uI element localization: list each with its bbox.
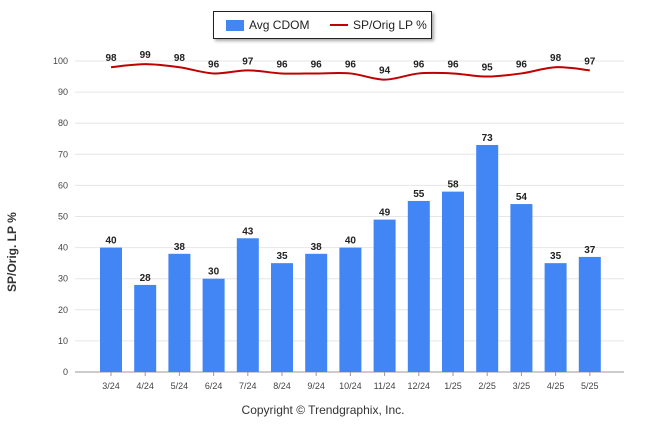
y-tick-label: 60: [58, 180, 68, 190]
bar: [168, 253, 191, 372]
line-data-label: 98: [105, 53, 117, 64]
x-tick-label: 1/25: [444, 381, 462, 391]
y-tick-label: 0: [63, 367, 68, 377]
y-tick-label: 70: [58, 149, 68, 159]
bar: [100, 247, 122, 372]
bar: [407, 200, 430, 372]
x-tick-label: 10/24: [339, 381, 362, 391]
line-data-label: 98: [550, 53, 562, 64]
y-tick-label: 30: [58, 274, 68, 284]
bar: [476, 144, 499, 372]
line-path: [110, 63, 590, 81]
bar-data-label: 38: [311, 242, 323, 253]
x-tick-label: 9/24: [307, 381, 325, 391]
bar: [578, 256, 601, 372]
x-tick-label: 4/25: [547, 381, 565, 391]
x-tick-label: 11/24: [374, 381, 396, 391]
bar: [339, 247, 362, 372]
y-tick-label: 40: [58, 243, 68, 253]
line-data-label: 97: [584, 56, 596, 67]
x-tick-label: 7/24: [239, 381, 257, 391]
bar: [373, 219, 396, 372]
legend: Avg CDOM SP/Orig LP %: [213, 11, 432, 39]
x-tick-label: 5/24: [171, 381, 189, 391]
line-data-label: 96: [516, 59, 528, 70]
bar-data-label: 35: [550, 251, 562, 262]
bar: [442, 191, 464, 372]
y-axis-title: SP/Orig. LP %: [5, 212, 19, 292]
x-tick-label: 8/24: [273, 381, 291, 391]
bar: [510, 204, 533, 372]
line-data-label: 94: [379, 66, 391, 77]
bar-data-label: 28: [140, 273, 152, 284]
legend-label-sp-orig-lp: SP/Orig LP %: [353, 18, 427, 32]
line-data-label: 96: [447, 59, 459, 70]
bar-data-label: 40: [345, 236, 357, 247]
bar: [305, 253, 328, 372]
bar-data-label: 49: [379, 208, 391, 219]
bar-data-label: 40: [105, 236, 117, 247]
bar-data-label: 55: [413, 189, 425, 200]
bar-data-label: 37: [584, 245, 596, 256]
bar-data-label: 43: [242, 226, 254, 237]
legend-swatch-line: [330, 24, 348, 26]
bar: [271, 263, 293, 372]
line-series: [110, 63, 590, 81]
line-data-label: 96: [413, 59, 425, 70]
legend-swatch-bar: [226, 20, 244, 31]
line-data-label: 98: [174, 53, 186, 64]
y-tick-label: 50: [58, 212, 68, 222]
bar-data-label: 58: [447, 180, 459, 191]
line-data-label: 96: [276, 59, 288, 70]
y-tick-label: 100: [53, 56, 68, 66]
bar-data-label: 35: [276, 251, 288, 262]
x-tick-label: 12/24: [408, 381, 431, 391]
copyright-footer: Copyright © Trendgraphix, Inc.: [241, 403, 405, 417]
y-tick-label: 90: [58, 87, 68, 97]
data-labels: 40 28 38 30 43 35 38 40 49 55 58 73 54 35 37 98 99 98 96 97…: [105, 50, 595, 284]
x-axis-ticks: 3/24 4/24 5/24 6/24 7/24 8/24 9/24 10/24 11/24 12…: [102, 372, 599, 391]
line-data-label: 97: [242, 56, 254, 67]
bar-data-label: 54: [516, 192, 528, 203]
bar: [134, 284, 157, 372]
bar-data-label: 73: [482, 133, 494, 144]
x-tick-label: 2/25: [478, 381, 496, 391]
x-tick-label: 6/24: [205, 381, 223, 391]
x-tick-label: 4/24: [136, 381, 154, 391]
x-tick-label: 3/25: [513, 381, 531, 391]
line-data-label: 95: [482, 63, 494, 74]
line-data-label: 99: [140, 50, 152, 61]
x-tick-label: 3/24: [102, 381, 120, 391]
x-tick-label: 5/25: [581, 381, 599, 391]
bar-series: [100, 144, 601, 372]
y-tick-label: 20: [58, 305, 68, 315]
line-data-label: 96: [208, 59, 220, 70]
bar: [236, 238, 259, 372]
y-axis-ticks: 0 10 20 30 40 50 60 70 80 90 100: [53, 56, 68, 377]
line-data-label: 96: [311, 59, 323, 70]
y-tick-label: 80: [58, 118, 68, 128]
line-data-label: 96: [345, 59, 357, 70]
bar-data-label: 38: [174, 242, 186, 253]
y-tick-label: 10: [58, 336, 68, 346]
bar: [202, 278, 225, 372]
bar: [544, 263, 567, 372]
bar-data-label: 30: [208, 267, 220, 278]
legend-label-avg-cdom: Avg CDOM: [249, 18, 310, 32]
